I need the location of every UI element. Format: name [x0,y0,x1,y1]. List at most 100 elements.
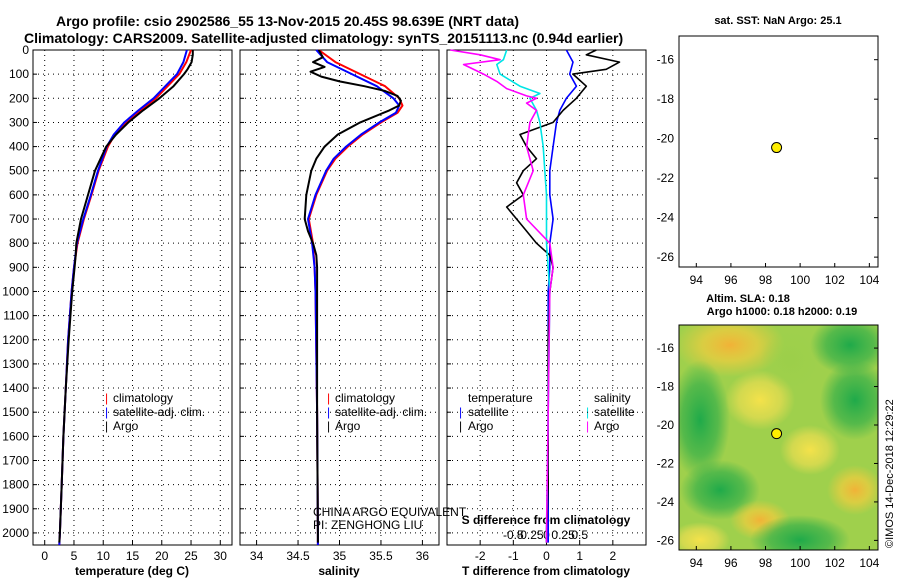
sst-map-x-tick-label: 100 [790,273,810,287]
difference-series-argo-t [505,49,621,543]
depth-tick-label: 1400 [2,381,29,395]
sst-map-y-tick-label: -22 [657,171,675,185]
depth-tick-label: 400 [9,140,29,154]
sst-map-x-tick-label: 102 [825,273,845,287]
temperature-x-tick-label: 5 [71,549,78,563]
salinity-x-tick-label: 35 [333,549,347,563]
depth-tick-label: 800 [9,236,29,250]
legend-label-argo-temp: Argo [468,419,494,433]
legend-marker-sat-temp: | [459,405,462,419]
depth-tick-label: 1700 [2,453,29,467]
depth-tick-label: 1000 [2,284,29,298]
difference-xlabel: T difference from climatology [462,564,630,578]
difference-top-tick-label: 0.5 [571,528,588,542]
depth-tick-label: 1200 [2,333,29,347]
sst-map-y-tick-label: -16 [657,53,675,67]
sst-map-x-tick-label: 94 [690,273,704,287]
legend-label-argo: Argo [335,419,361,433]
depth-tick-label: 500 [9,164,29,178]
difference-series-argo-s [450,49,554,543]
sst-map-y-tick-label: -20 [657,132,675,146]
difference-x-tick-label: 1 [576,549,583,563]
depth-tick-label: 1500 [2,405,29,419]
difference-x-tick-label: 0 [543,549,550,563]
provider-text-1: CHINA ARGO EQUIVALENT [313,505,467,519]
sla-map-x-tick-label: 96 [724,556,738,570]
legend-label-argo: Argo [113,419,139,433]
sla-map-y-tick-label: -22 [657,456,675,470]
sla-map-y-tick-label: -16 [657,341,675,355]
salinity-x-tick-label: 36 [416,549,430,563]
temperature-x-tick-label: 20 [155,549,169,563]
temperature-series-satellite-adj-clim- [58,49,188,546]
depth-tick-label: 1900 [2,502,29,516]
temperature-x-tick-label: 25 [184,549,198,563]
difference-legend: temperature | satellite | Argo salinity … [459,391,635,433]
sst-map-y-tick-label: -18 [657,92,675,106]
depth-tick-label: 600 [9,188,29,202]
legend-marker-argo-sal: | [586,419,589,433]
sla-map-y-tick-label: -24 [657,495,675,509]
temperature-x-tick-label: 10 [97,549,111,563]
temperature-xlabel: temperature (deg C) [75,564,189,578]
difference-top-tick-label: 0.25 [551,528,575,542]
difference-x-tick-label: -2 [475,549,486,563]
legend-marker-argo-temp: | [459,419,462,433]
imos-credit: ©IMOS 14-Dec-2018 12:29:22 [884,399,896,548]
depth-tick-label: 0 [22,43,29,57]
sst-map-argo-location-point [771,142,783,154]
figure-title-line1: Argo profile: csio 2902586_55 13-Nov-201… [56,13,519,29]
legend-label-sat-temp: satellite [468,405,509,419]
sla-map-x-tick-label: 102 [825,556,845,570]
sla-map-x-tick-label: 98 [759,556,773,570]
sla-map-frame [678,324,879,551]
temperature-x-tick-label: 0 [41,549,48,563]
salinity-legend: | climatology | satellite-adj. clim. | A… [327,391,427,433]
legend-title-salinity: salinity [594,391,631,405]
depth-tick-label: 300 [9,115,29,129]
legend-label-satellite: satellite-adj. clim. [335,405,427,419]
temperature-x-tick-label: 15 [126,549,140,563]
sla-map-y-tick-label: -26 [657,533,675,547]
salinity-series-argo [303,49,402,543]
legend-label-climatology: climatology [113,391,173,405]
depth-tick-label: 1100 [3,309,29,323]
sst-map-x-tick-label: 104 [859,273,879,287]
difference-x-tick-label: -1 [508,549,519,563]
sst-map-title: sat. SST: NaN Argo: 25.1 [714,15,841,27]
sla-map-title-1: Altim. SLA: 0.18 [706,293,790,305]
difference-series-satellite-s [495,49,551,543]
salinity-x-tick-label: 35.5 [369,549,393,563]
depth-tick-label: 700 [9,212,29,226]
legend-title-temperature: temperature [468,391,533,405]
figure-title-line2: Climatology: CARS2009. Satellite-adjuste… [24,30,623,46]
legend-label-satellite: satellite-adj. clim. [113,405,205,419]
sla-heatmap [679,325,878,550]
sla-map-x-tick-label: 100 [790,556,810,570]
sla-map-title-2: Argo h1000: 0.18 h2000: 0.19 [707,306,857,318]
depth-tick-label: 900 [9,260,29,274]
salinity-xlabel: salinity [318,564,360,578]
salinity-series-satellite-adj-clim- [307,49,401,545]
depth-tick-label: 1300 [2,357,29,371]
legend-label-argo-sal: Argo [594,419,620,433]
legend-label-climatology: climatology [335,391,395,405]
legend-marker-argo: | [105,419,108,433]
temperature-series-argo [58,50,194,543]
difference-series-satellite-t [547,49,578,543]
temperature-x-tick-label: 30 [214,549,228,563]
sla-map-x-tick-label: 94 [690,556,704,570]
legend-label-sat-sal: satellite [594,405,635,419]
sst-map-y-tick-label: -26 [657,250,675,264]
depth-tick-label: 200 [9,91,29,105]
depth-tick-label: 2000 [2,526,29,540]
salinity-x-tick-label: 34 [250,549,264,563]
difference-top-tick-label: -0.25 [516,528,544,542]
legend-marker-climatology: | [105,391,108,405]
sst-map-frame [678,35,879,268]
sst-map-x-tick-label: 96 [724,273,738,287]
temperature-legend: | climatology | satellite-adj. clim. | A… [105,391,205,433]
salinity-x-tick-label: 34.5 [286,549,310,563]
legend-marker-climatology: | [327,391,330,405]
